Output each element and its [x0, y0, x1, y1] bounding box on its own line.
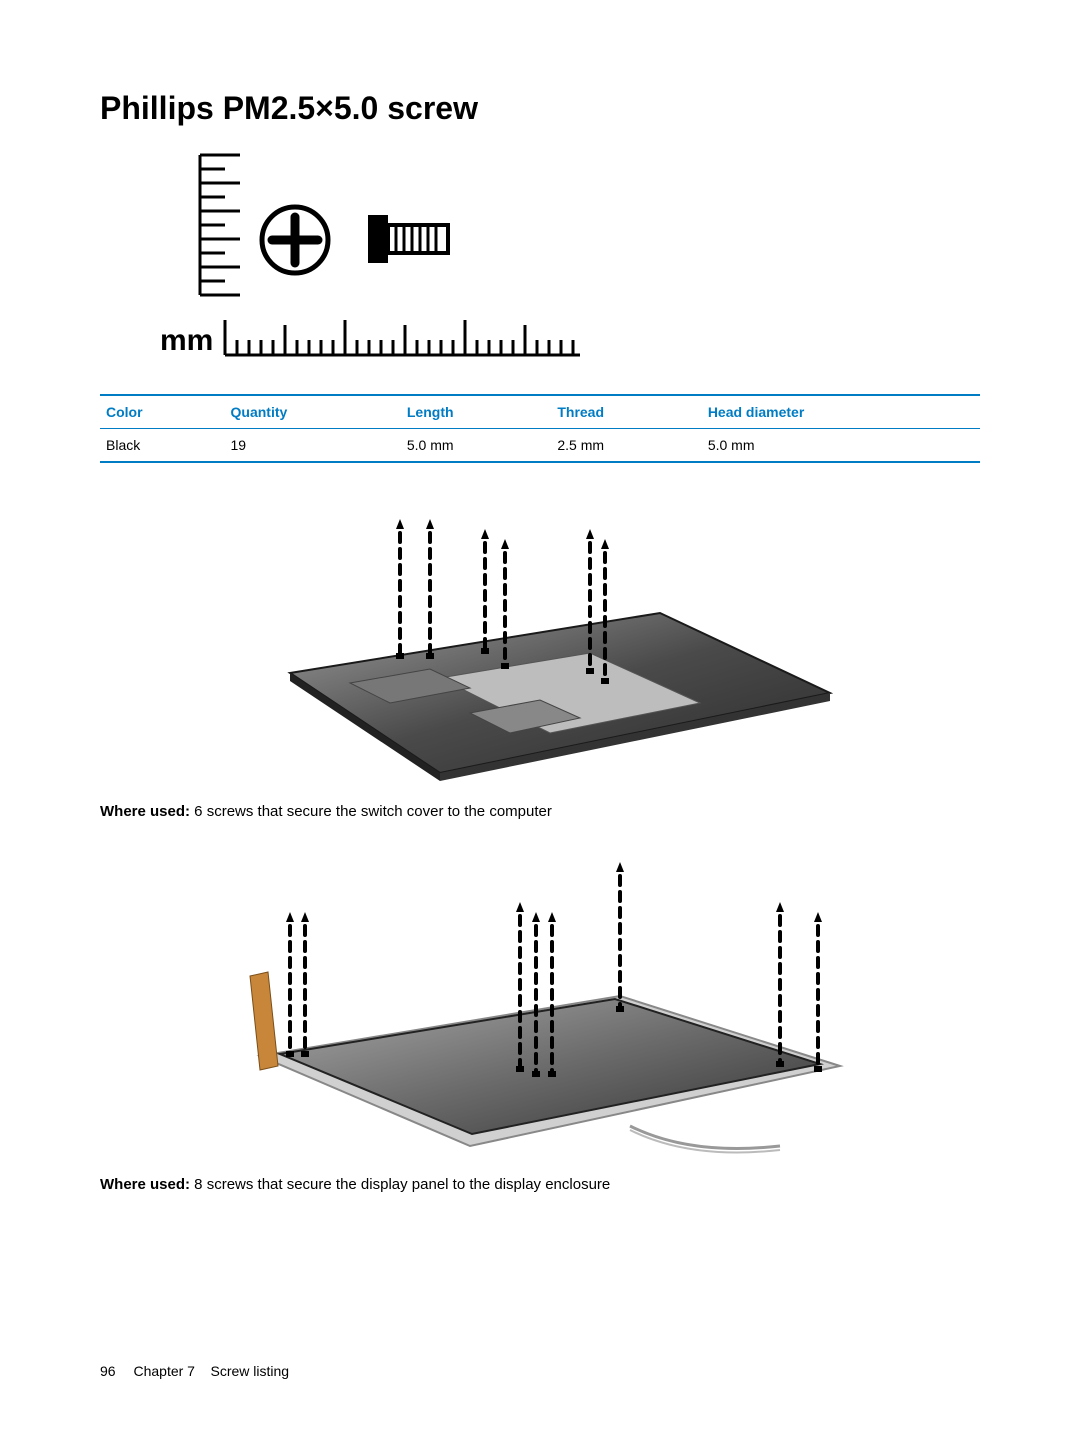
where-used-2-label: Where used:	[100, 1176, 190, 1193]
col-length: Length	[401, 395, 551, 429]
cell-thread: 2.5 mm	[551, 429, 701, 463]
where-used-1: Where used: 6 screws that secure the swi…	[100, 803, 980, 820]
page-footer: 96 Chapter 7 Screw listing	[100, 1363, 289, 1379]
where-used-1-text: 6 screws that secure the switch cover to…	[190, 803, 552, 820]
cell-color: Black	[100, 429, 225, 463]
ruler-unit-label: mm	[160, 324, 213, 357]
page-title: Phillips PM2.5×5.0 screw	[100, 90, 980, 127]
cell-head: 5.0 mm	[702, 429, 980, 463]
illustration-switch-cover	[230, 503, 850, 783]
screw-ruler-diagram: mm	[160, 145, 600, 365]
where-used-2-text: 8 screws that secure the display panel t…	[190, 1176, 610, 1193]
chapter-label: Chapter 7	[133, 1363, 194, 1379]
cell-length: 5.0 mm	[401, 429, 551, 463]
col-quantity: Quantity	[225, 395, 401, 429]
col-head: Head diameter	[702, 395, 980, 429]
section-name: Screw listing	[211, 1363, 290, 1379]
spec-table: Color Quantity Length Thread Head diamet…	[100, 394, 980, 463]
page-number: 96	[100, 1363, 116, 1379]
where-used-2: Where used: 8 screws that secure the dis…	[100, 1176, 980, 1193]
table-row: Black 19 5.0 mm 2.5 mm 5.0 mm	[100, 429, 980, 463]
where-used-1-label: Where used:	[100, 803, 190, 820]
col-color: Color	[100, 395, 225, 429]
col-thread: Thread	[551, 395, 701, 429]
illustration-display-panel	[220, 856, 860, 1156]
table-header-row: Color Quantity Length Thread Head diamet…	[100, 395, 980, 429]
cell-quantity: 19	[225, 429, 401, 463]
section-label	[199, 1363, 211, 1379]
